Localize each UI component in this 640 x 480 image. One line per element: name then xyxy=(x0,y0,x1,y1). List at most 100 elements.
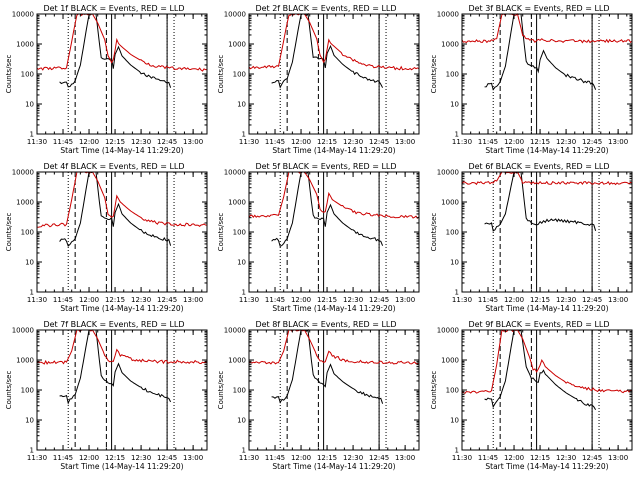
x-tick-label: 13:00 xyxy=(395,138,415,146)
y-tick-label: 1000 xyxy=(441,357,459,365)
chart-panel-2: 1 10 100 1000 10000 11:30 11:45 12:00 12:15 12:30… xyxy=(217,4,420,155)
chart-panel-7: 1 10 100 1000 10000 11:30 11:45 12:00 12:15 12:30… xyxy=(5,320,208,471)
x-tick-label: 12:15 xyxy=(317,138,337,146)
y-tick-label: 10000 xyxy=(12,11,34,19)
x-tick-label: 12:30 xyxy=(343,296,363,304)
series-line-events xyxy=(484,329,597,410)
x-tick-label: 12:45 xyxy=(157,296,177,304)
series-line-events xyxy=(271,12,384,89)
x-tick-label: 12:45 xyxy=(157,454,177,462)
y-tick-label: 1000 xyxy=(228,41,246,49)
x-tick-label: 12:45 xyxy=(582,454,602,462)
y-tick-label: 1000 xyxy=(441,199,459,207)
y-tick-label: 1000 xyxy=(441,41,459,49)
x-tick-label: 11:45 xyxy=(478,138,498,146)
y-tick-label: 10000 xyxy=(224,11,246,19)
chart-title: Det 2f BLACK = Events, RED = LLD xyxy=(255,4,396,13)
x-tick-label: 12:15 xyxy=(530,138,550,146)
y-axis-label: Counts/sec xyxy=(5,371,13,410)
x-tick-label: 12:30 xyxy=(131,454,151,462)
x-axis-label: Start Time (14-May-14 11:29:20) xyxy=(60,304,183,313)
x-tick-label: 12:30 xyxy=(556,138,576,146)
y-tick-label: 100 xyxy=(21,229,34,237)
x-tick-label: 12:45 xyxy=(582,296,602,304)
y-axis-label: Counts/sec xyxy=(5,213,13,252)
y-tick-label: 10 xyxy=(450,417,459,425)
x-tick-label: 12:15 xyxy=(105,296,125,304)
series-line-events xyxy=(484,171,597,232)
y-tick-label: 1000 xyxy=(228,199,246,207)
y-tick-label: 1000 xyxy=(16,199,34,207)
y-tick-label: 10 xyxy=(25,259,34,267)
x-tick-label: 12:00 xyxy=(504,454,524,462)
x-tick-label: 12:15 xyxy=(530,454,550,462)
y-tick-label: 1000 xyxy=(228,357,246,365)
y-tick-label: 10 xyxy=(450,259,459,267)
y-tick-label: 10000 xyxy=(437,11,459,19)
series-line-events xyxy=(271,170,384,248)
y-axis-label: Counts/sec xyxy=(5,55,13,94)
chart-panel-3: 1 10 100 1000 10000 11:30 11:45 12:00 12:15 12:30… xyxy=(430,4,633,155)
x-tick-label: 12:30 xyxy=(131,138,151,146)
x-tick-label: 12:00 xyxy=(79,138,99,146)
x-tick-label: 12:15 xyxy=(105,138,125,146)
series-line-lld xyxy=(461,171,633,186)
y-tick-label: 10 xyxy=(25,417,34,425)
chart-panel-8: 1 10 100 1000 10000 11:30 11:45 12:00 12:15 12:30… xyxy=(217,320,420,471)
x-tick-label: 11:30 xyxy=(452,454,472,462)
y-tick-label: 10000 xyxy=(12,169,34,177)
x-axis-label: Start Time (14-May-14 11:29:20) xyxy=(272,146,395,155)
chart-panel-9: 1 10 100 1000 10000 11:30 11:45 12:00 12:15 12:30… xyxy=(430,320,633,471)
series-line-lld xyxy=(461,329,633,395)
y-tick-label: 1000 xyxy=(16,41,34,49)
y-tick-label: 10000 xyxy=(224,169,246,177)
x-tick-label: 11:45 xyxy=(53,296,73,304)
chart-panel-6: 1 10 100 1000 10000 11:30 11:45 12:00 12:15 12:30… xyxy=(430,162,633,313)
x-tick-label: 12:15 xyxy=(530,296,550,304)
x-tick-label: 12:30 xyxy=(556,296,576,304)
series-line-lld xyxy=(248,329,420,365)
y-tick-label: 1 xyxy=(242,131,246,139)
y-axis-label: Counts/sec xyxy=(430,371,438,410)
chart-panel-4: 1 10 100 1000 10000 11:30 11:45 12:00 12:15 12:30… xyxy=(5,162,208,313)
x-tick-label: 11:30 xyxy=(27,138,47,146)
x-tick-label: 12:30 xyxy=(343,138,363,146)
x-tick-label: 12:45 xyxy=(157,138,177,146)
x-tick-label: 11:30 xyxy=(239,296,259,304)
y-axis-label: Counts/sec xyxy=(217,213,225,252)
chart-title: Det 1f BLACK = Events, RED = LLD xyxy=(43,4,184,13)
plot-frame xyxy=(36,13,208,135)
y-tick-label: 10000 xyxy=(437,327,459,335)
x-axis-label: Start Time (14-May-14 11:29:20) xyxy=(60,462,183,471)
plot-frame xyxy=(248,13,420,135)
series-line-events xyxy=(59,13,172,88)
y-tick-label: 10000 xyxy=(12,327,34,335)
y-tick-label: 1 xyxy=(455,289,459,297)
y-tick-label: 100 xyxy=(21,387,34,395)
y-tick-label: 10 xyxy=(450,101,459,109)
x-tick-label: 11:45 xyxy=(53,138,73,146)
chart-title: Det 4f BLACK = Events, RED = LLD xyxy=(43,162,184,171)
x-tick-label: 11:30 xyxy=(27,296,47,304)
x-tick-label: 13:00 xyxy=(608,454,628,462)
plot-frame xyxy=(248,329,420,451)
chart-title: Det 6f BLACK = Events, RED = LLD xyxy=(468,162,609,171)
x-tick-label: 11:30 xyxy=(452,138,472,146)
chart-title: Det 5f BLACK = Events, RED = LLD xyxy=(255,162,396,171)
x-tick-label: 11:45 xyxy=(53,454,73,462)
y-tick-label: 100 xyxy=(233,229,246,237)
chart-title: Det 3f BLACK = Events, RED = LLD xyxy=(468,4,609,13)
x-tick-label: 13:00 xyxy=(395,454,415,462)
series-line-lld xyxy=(248,171,420,219)
x-axis-label: Start Time (14-May-14 11:29:20) xyxy=(485,462,608,471)
x-tick-label: 11:45 xyxy=(478,296,498,304)
y-tick-label: 10 xyxy=(237,101,246,109)
y-axis-label: Counts/sec xyxy=(217,371,225,410)
x-tick-label: 12:00 xyxy=(291,454,311,462)
y-tick-label: 100 xyxy=(446,71,459,79)
series-line-lld xyxy=(36,329,208,365)
y-tick-label: 100 xyxy=(21,71,34,79)
plot-frame xyxy=(248,171,420,293)
x-tick-label: 12:15 xyxy=(317,454,337,462)
